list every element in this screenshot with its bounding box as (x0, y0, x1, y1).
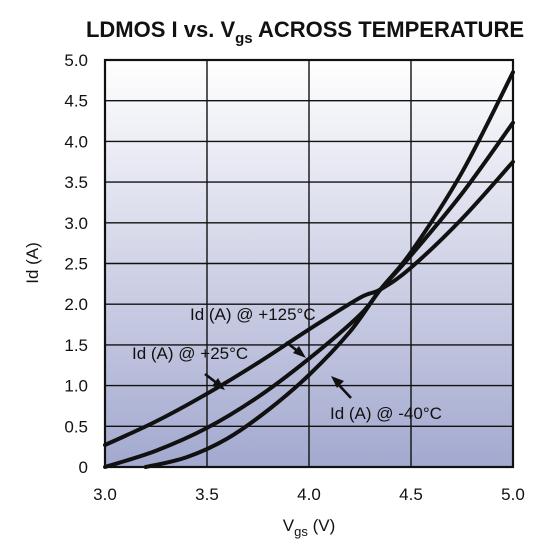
chart-title-prefix: LDMOS I vs. V (86, 17, 235, 42)
plot-frame (103, 58, 515, 469)
grid-lines (104, 59, 514, 468)
y-tick-label-8: 4.0 (64, 132, 88, 151)
y-tick-label-3: 1.5 (64, 336, 88, 355)
x-tick-labels: 3.0 3.5 4.0 4.5 5.0 (93, 485, 525, 504)
annotation-125c: Id (A) @ +125°C (190, 305, 316, 324)
chart-title-sub: gs (235, 30, 253, 47)
y-tick-label-6: 3.0 (64, 214, 88, 233)
y-tick-label-7: 3.5 (64, 173, 88, 192)
y-tick-label-4: 2.0 (64, 295, 88, 314)
y-tick-label-5: 2.5 (64, 255, 88, 274)
series-lines (103, 70, 515, 469)
chart-title: LDMOS I vs. Vgs ACROSS TEMPERATURE (86, 17, 524, 47)
series-line-minus40c (143, 70, 515, 469)
y-tick-label-10: 5.0 (64, 51, 88, 70)
series-line-125c (103, 120, 515, 469)
y-tick-label-1: 0.5 (64, 417, 88, 436)
x-tick-label-2: 4.0 (297, 485, 321, 504)
annotation-25c: Id (A) @ +25°C (132, 344, 248, 363)
x-axis-label-sub: gs (294, 524, 308, 539)
y-tick-label-2: 1.0 (64, 377, 88, 396)
y-tick-label-9: 4.5 (64, 92, 88, 111)
x-axis-label-main: V (283, 516, 295, 535)
y-axis-label: Id (A) (23, 242, 42, 284)
x-tick-label-0: 3.0 (93, 485, 117, 504)
y-tick-labels: 0 0.5 1.0 1.5 2.0 2.5 3.0 3.5 4.0 4.5 5.0 (64, 51, 88, 477)
pointer-125c-head (293, 346, 306, 358)
chart-title-suffix: ACROSS TEMPERATURE (253, 17, 524, 42)
x-axis-label-suffix: (V) (308, 516, 335, 535)
pointer-25c-head (212, 378, 225, 390)
pointer-minus40c-head (331, 376, 344, 388)
x-tick-label-3: 4.5 (399, 485, 423, 504)
x-tick-label-1: 3.5 (195, 485, 219, 504)
x-tick-label-4: 5.0 (501, 485, 525, 504)
series-line-25c (103, 159, 515, 447)
annotation-minus40c: Id (A) @ -40°C (330, 404, 442, 423)
x-axis-label: Vgs (V) (283, 516, 335, 539)
y-tick-label-0: 0 (79, 458, 88, 477)
